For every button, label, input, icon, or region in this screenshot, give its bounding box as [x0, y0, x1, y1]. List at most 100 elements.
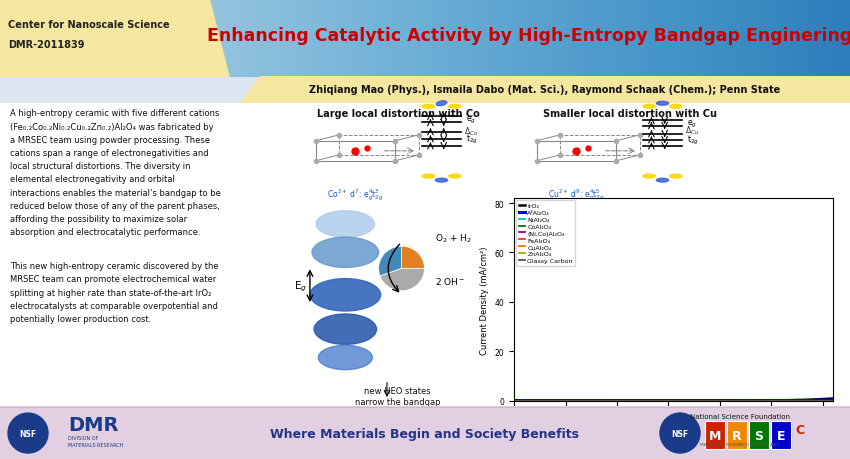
- Glassy Carbon: [509, 398, 519, 403]
- A²Al₂O₄: [547, 398, 558, 403]
- FeAl₂O₄: [741, 398, 751, 403]
- Line: A²Al₂O₄: A²Al₂O₄: [514, 400, 833, 401]
- Ellipse shape: [643, 175, 655, 179]
- Ellipse shape: [435, 179, 448, 183]
- ZnAl₂O₄: [613, 398, 623, 403]
- IrO₂: [740, 398, 750, 403]
- Text: C: C: [796, 423, 805, 436]
- Glassy Carbon: [710, 398, 720, 403]
- NiAl₂O₄: [509, 398, 519, 403]
- NiAl₂O₄: [635, 398, 645, 403]
- A²Al₂O₄: [741, 398, 751, 403]
- Ellipse shape: [656, 102, 669, 106]
- ZnAl₂O₄: [740, 398, 750, 403]
- CuAl₂O₄: [741, 398, 751, 403]
- CuAl₂O₄: [547, 398, 558, 403]
- Wedge shape: [401, 246, 424, 269]
- Y-axis label: Current Density (mA/cm²): Current Density (mA/cm²): [480, 246, 490, 354]
- Glassy Carbon: [740, 398, 750, 403]
- (Ni,Co)Al₂O₄: [740, 398, 750, 403]
- Text: NSF: NSF: [672, 429, 688, 437]
- Ellipse shape: [422, 175, 434, 179]
- ZnAl₂O₄: [710, 398, 720, 403]
- ZnAl₂O₄: [828, 398, 838, 403]
- Text: $\Delta_{Cu}$: $\Delta_{Cu}$: [684, 124, 699, 136]
- Ellipse shape: [316, 211, 375, 238]
- Text: E: E: [777, 429, 785, 442]
- A²Al₂O₄: [613, 398, 623, 403]
- FeAl₂O₄: [635, 398, 645, 403]
- NiAl₂O₄: [740, 398, 750, 403]
- Text: Smaller local distortion with Cu: Smaller local distortion with Cu: [543, 109, 717, 119]
- Text: Center for Nanoscale Science: Center for Nanoscale Science: [8, 20, 170, 30]
- Ellipse shape: [670, 175, 682, 179]
- X-axis label: Voltage (V vs RHE): Voltage (V vs RHE): [632, 425, 716, 434]
- (Ni,Co)Al₂O₄: [509, 398, 519, 403]
- ZnAl₂O₄: [547, 398, 558, 403]
- Glassy Carbon: [635, 398, 645, 403]
- Text: $\Delta_{Co}$: $\Delta_{Co}$: [463, 125, 478, 138]
- Line: IrO₂: IrO₂: [514, 398, 833, 401]
- Ellipse shape: [436, 101, 447, 106]
- CuAl₂O₄: [613, 398, 623, 403]
- Text: Enhancing Catalytic Activity by High-Entropy Bandgap Enginering: Enhancing Catalytic Activity by High-Ent…: [207, 27, 850, 45]
- Ellipse shape: [318, 346, 372, 370]
- IrO₂: [635, 398, 645, 403]
- CuAl₂O₄: [710, 398, 720, 403]
- (Ni,Co)Al₂O₄: [613, 398, 623, 403]
- Text: O$_2$ + H$_2$: O$_2$ + H$_2$: [435, 232, 472, 245]
- ZnAl₂O₄: [509, 398, 519, 403]
- IrO₂: [741, 398, 751, 403]
- IrO₂: [710, 398, 720, 403]
- Text: S: S: [755, 429, 763, 442]
- Ellipse shape: [656, 179, 669, 183]
- Text: NSF: NSF: [20, 429, 37, 437]
- FeAl₂O₄: [740, 398, 750, 403]
- Bar: [771, 421, 791, 449]
- Polygon shape: [240, 77, 850, 103]
- FeAl₂O₄: [828, 398, 838, 403]
- A²Al₂O₄: [509, 398, 519, 403]
- CoAl₂O₄: [740, 398, 750, 403]
- Ellipse shape: [643, 105, 655, 109]
- Text: Co$^{2+}$ d$^7$: e$_g^4$t$_{2g}^3$: Co$^{2+}$ d$^7$: e$_g^4$t$_{2g}^3$: [327, 187, 383, 202]
- NiAl₂O₄: [613, 398, 623, 403]
- Ellipse shape: [670, 105, 682, 109]
- CuAl₂O₄: [740, 398, 750, 403]
- ZnAl₂O₄: [741, 398, 751, 403]
- NiAl₂O₄: [547, 398, 558, 403]
- Text: Where Materials Begin and Society Benefits: Where Materials Begin and Society Benefi…: [270, 426, 580, 440]
- Text: Large local distortion with Co: Large local distortion with Co: [316, 109, 479, 119]
- IrO₂: [613, 398, 623, 403]
- Wedge shape: [378, 246, 401, 276]
- Ellipse shape: [449, 105, 461, 109]
- Polygon shape: [0, 0, 230, 78]
- CuAl₂O₄: [828, 398, 838, 403]
- (Ni,Co)Al₂O₄: [635, 398, 645, 403]
- Text: DMR: DMR: [68, 414, 118, 434]
- Text: E$_g$: E$_g$: [294, 279, 307, 293]
- Text: t$_{2g}$: t$_{2g}$: [687, 134, 699, 147]
- (Ni,Co)Al₂O₄: [741, 398, 751, 403]
- Ellipse shape: [310, 279, 381, 311]
- Wedge shape: [380, 269, 424, 291]
- Text: A high-entropy ceramic with five different cations
(Fe₀.₂Co₀.₂Ni₀.₂Cu₀.₂Zn₀.₂)Al: A high-entropy ceramic with five differe…: [10, 109, 221, 237]
- (Ni,Co)Al₂O₄: [828, 398, 838, 403]
- NiAl₂O₄: [710, 398, 720, 403]
- Ellipse shape: [312, 238, 378, 268]
- Bar: [727, 421, 747, 449]
- Text: Zhiqiang Mao (Phys.), Ismaila Dabo (Mat. Sci.), Raymond Schaak (Chem.); Penn Sta: Zhiqiang Mao (Phys.), Ismaila Dabo (Mat.…: [309, 85, 780, 95]
- A²Al₂O₄: [635, 398, 645, 403]
- Glassy Carbon: [828, 398, 838, 403]
- Text: 2 OH$^-$: 2 OH$^-$: [435, 275, 465, 286]
- CoAl₂O₄: [509, 398, 519, 403]
- Ellipse shape: [422, 105, 434, 109]
- ZnAl₂O₄: [635, 398, 645, 403]
- CoAl₂O₄: [828, 398, 838, 403]
- Legend: IrO₂, A²Al₂O₄, NiAl₂O₄, CoAl₂O₄, (Ni,Co)Al₂O₄, FeAl₂O₄, CuAl₂O₄, ZnAl₂O₄, Glassy: IrO₂, A²Al₂O₄, NiAl₂O₄, CoAl₂O₄, (Ni,Co)…: [516, 201, 575, 266]
- FeAl₂O₄: [547, 398, 558, 403]
- Text: DMR-2011839: DMR-2011839: [8, 40, 84, 50]
- Text: R: R: [732, 429, 742, 442]
- Text: t$_{2g}$: t$_{2g}$: [466, 133, 478, 146]
- Ellipse shape: [449, 175, 461, 179]
